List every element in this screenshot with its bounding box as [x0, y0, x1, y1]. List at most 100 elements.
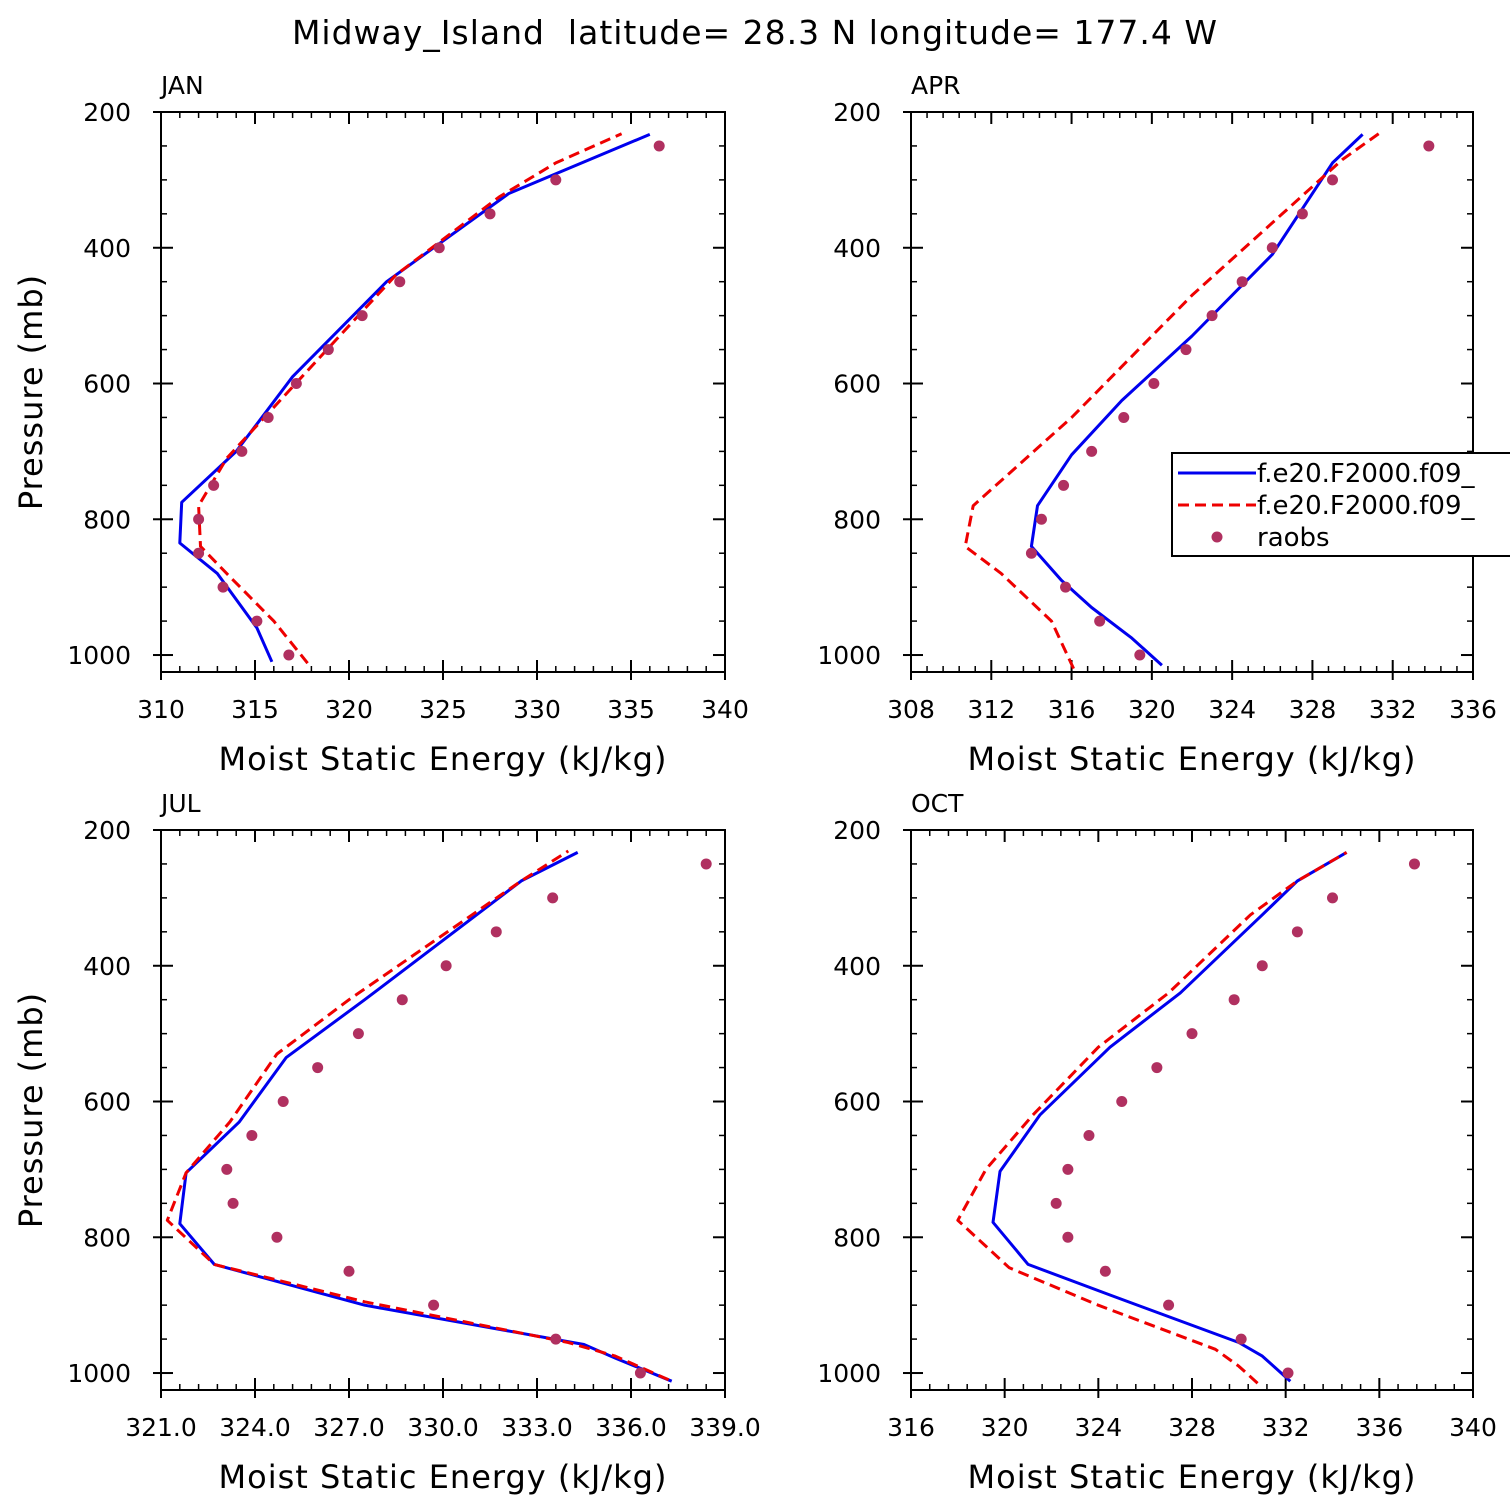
- chart-panel-apr: 308 312 316 320 324 328 332 336 200 400 600 800 1000…: [817, 71, 1496, 778]
- raobs-point: [343, 1265, 355, 1277]
- y-tick-label: 800: [83, 1223, 131, 1252]
- panel-label: APR: [911, 71, 961, 100]
- x-tick-label: 335: [607, 695, 655, 724]
- panel-label: OCT: [911, 789, 964, 818]
- y-tick-label: 800: [833, 1223, 881, 1252]
- raobs-point: [1148, 378, 1160, 390]
- x-tick-label: 333.0: [501, 1413, 573, 1442]
- y-tick-label: 200: [833, 98, 881, 127]
- raobs-point: [356, 310, 368, 322]
- y-tick-label: 600: [833, 370, 881, 399]
- raobs-point: [1256, 960, 1268, 972]
- x-tick-label: 312: [967, 695, 1015, 724]
- legend-label: raobs: [1257, 523, 1330, 553]
- x-axis-label: Moist Static Energy (kJ/kg): [968, 740, 1417, 778]
- raobs-point: [433, 242, 445, 254]
- raobs-point: [428, 1299, 440, 1311]
- raobs-point: [262, 411, 274, 423]
- x-tick-label: 324.0: [219, 1413, 291, 1442]
- raobs-point: [1235, 1333, 1247, 1345]
- raobs-point: [1058, 479, 1070, 491]
- x-tick-label: 316: [1048, 695, 1096, 724]
- raobs-point: [440, 960, 452, 972]
- legend: f.e20.F2000.f09_f.e20.F2000.f09_raobs: [1171, 452, 1510, 557]
- legend-label: f.e20.F2000.f09_: [1257, 459, 1475, 489]
- y-tick-label: 400: [83, 234, 131, 263]
- raobs-point: [1025, 547, 1037, 559]
- x-tick-label: 320: [1128, 695, 1176, 724]
- x-tick-label: 330.0: [407, 1413, 479, 1442]
- panel-label: JUL: [159, 789, 201, 818]
- raobs-point: [1134, 649, 1146, 661]
- y-tick-label: 1000: [817, 641, 881, 670]
- chart-panel-jul: 321.0 324.0 327.0 330.0 333.0 336.0 339.0 200 40…: [12, 789, 761, 1496]
- raobs-point: [394, 276, 406, 288]
- raobs-point: [1050, 1197, 1062, 1209]
- raobs-point: [1116, 1096, 1128, 1108]
- y-tick-label: 800: [83, 505, 131, 534]
- x-tick-label: 332: [1369, 695, 1417, 724]
- raobs-point: [1327, 892, 1338, 904]
- plot-frame: [910, 829, 1474, 1391]
- raobs-point: [1423, 140, 1435, 152]
- y-tick-label: 200: [83, 98, 131, 127]
- y-tick-label: 600: [833, 1088, 881, 1117]
- raobs-point: [322, 344, 334, 356]
- x-tick-label: 330: [513, 695, 561, 724]
- model2-line: [197, 132, 623, 665]
- x-tick-label: 327.0: [313, 1413, 385, 1442]
- y-axis-label: Pressure (mb): [12, 992, 50, 1228]
- raobs-point: [290, 378, 302, 390]
- raobs-point: [193, 513, 205, 525]
- raobs-point: [547, 892, 559, 904]
- raobs-point: [208, 479, 220, 491]
- x-tick-label: 325: [419, 695, 467, 724]
- raobs-point: [1062, 1231, 1074, 1243]
- raobs-point: [271, 1231, 283, 1243]
- raobs-point: [653, 140, 665, 152]
- x-tick-label: 336: [1449, 695, 1497, 724]
- x-tick-label: 336: [1355, 1413, 1403, 1442]
- x-tick-label: 320: [981, 1413, 1029, 1442]
- raobs-point: [251, 615, 263, 627]
- raobs-point: [1151, 1062, 1163, 1074]
- raobs-point: [1408, 858, 1420, 870]
- raobs-point: [217, 581, 229, 593]
- raobs-point: [1060, 581, 1072, 593]
- y-tick-label: 1000: [67, 1359, 131, 1388]
- raobs-point: [550, 1333, 562, 1345]
- raobs-point: [283, 649, 295, 661]
- x-tick-label: 339.0: [689, 1413, 761, 1442]
- y-tick-label: 600: [83, 370, 131, 399]
- x-tick-label: 328: [1168, 1413, 1216, 1442]
- x-tick-label: 340: [701, 695, 749, 724]
- raobs-point: [312, 1062, 324, 1074]
- panel-label: JAN: [159, 71, 204, 100]
- raobs-point: [700, 858, 712, 870]
- x-axis-label: Moist Static Energy (kJ/kg): [219, 1458, 668, 1496]
- raobs-point: [277, 1096, 289, 1108]
- raobs-point: [1282, 1367, 1294, 1379]
- y-tick-label: 200: [833, 816, 881, 845]
- raobs-point: [1062, 1163, 1074, 1175]
- raobs-point: [1291, 926, 1303, 938]
- raobs-point: [236, 445, 248, 457]
- x-tick-label: 315: [231, 695, 279, 724]
- raobs-point: [227, 1197, 239, 1209]
- y-tick-label: 400: [833, 234, 881, 263]
- raobs-point: [490, 926, 502, 938]
- model2-line: [956, 851, 1348, 1385]
- x-axis-label: Moist Static Energy (kJ/kg): [219, 740, 668, 778]
- raobs-point: [634, 1367, 646, 1379]
- x-tick-label: 328: [1289, 695, 1337, 724]
- x-tick-label: 310: [137, 695, 185, 724]
- x-axis-label: Moist Static Energy (kJ/kg): [968, 1458, 1417, 1496]
- x-tick-label: 324: [1208, 695, 1256, 724]
- raobs-point: [1099, 1265, 1111, 1277]
- raobs-point: [1163, 1299, 1175, 1311]
- raobs-point: [1327, 174, 1338, 186]
- raobs-point: [484, 208, 496, 220]
- raobs-point: [396, 994, 408, 1006]
- raobs-point: [1186, 1028, 1198, 1040]
